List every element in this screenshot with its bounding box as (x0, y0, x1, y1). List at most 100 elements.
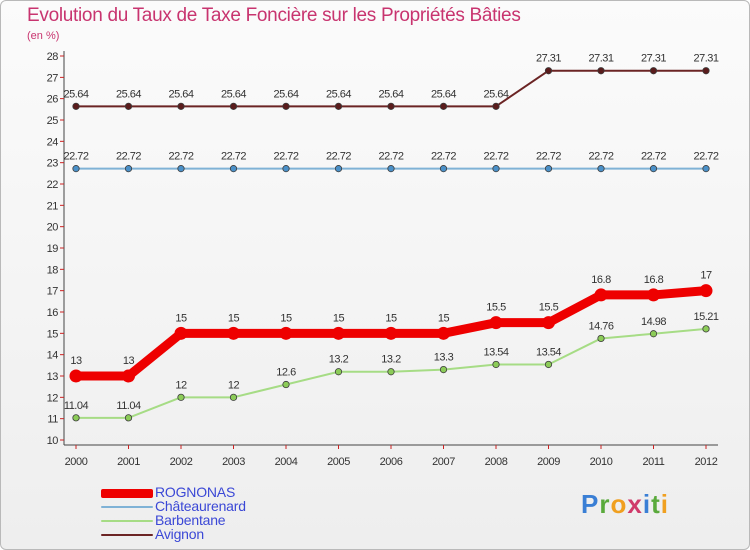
point-avignon (387, 102, 395, 110)
point-avignon (124, 102, 133, 110)
y-tick-label: 16 (47, 307, 59, 319)
data-label-rognonas: 15 (385, 312, 397, 324)
point-chateaurenard (544, 165, 553, 173)
data-label-chateaurenard: 22.72 (116, 151, 141, 163)
data-label-barbentane: 13.3 (434, 352, 454, 364)
point-barbentane (334, 368, 343, 376)
point-chateaurenard (282, 165, 290, 173)
data-label-rognonas: 15.5 (539, 302, 559, 314)
data-label-barbentane: 14.76 (588, 320, 613, 332)
data-label-chateaurenard: 22.72 (641, 151, 666, 163)
legend-label: Barbentane (155, 512, 226, 528)
point-barbentane (72, 414, 80, 422)
y-tick-label: 21 (47, 200, 59, 212)
point-rognonas (227, 326, 240, 340)
legend-label: Châteaurenard (155, 498, 246, 514)
point-avignon (334, 102, 343, 110)
y-tick-label: 28 (47, 51, 59, 63)
point-chateaurenard (229, 165, 238, 173)
point-rognonas (647, 288, 660, 302)
x-tick-label: 2003 (222, 456, 245, 468)
data-label-chateaurenard: 22.72 (326, 151, 351, 163)
data-label-chateaurenard: 22.72 (483, 151, 508, 163)
point-avignon (702, 67, 710, 75)
legend-swatch (101, 506, 153, 508)
logo-letter: t (651, 489, 661, 519)
x-tick-label: 2010 (590, 456, 613, 468)
point-avignon (439, 102, 448, 110)
point-rognonas (332, 326, 345, 340)
point-barbentane (649, 330, 658, 338)
point-barbentane (597, 334, 605, 343)
point-chateaurenard (597, 165, 605, 173)
x-tick-label: 2004 (275, 456, 298, 468)
data-label-avignon: 25.64 (221, 88, 246, 100)
data-label-barbentane: 13.54 (536, 346, 561, 358)
point-avignon (72, 102, 80, 110)
point-rognonas (699, 284, 713, 298)
point-rognonas (122, 369, 135, 383)
point-avignon (649, 67, 658, 75)
point-chateaurenard (439, 165, 448, 173)
point-barbentane (229, 393, 238, 401)
data-label-chateaurenard: 22.72 (273, 151, 298, 163)
data-label-barbentane: 12.6 (276, 367, 296, 379)
data-label-barbentane: 14.98 (641, 316, 666, 328)
point-barbentane (439, 365, 448, 374)
point-rognonas (437, 326, 450, 340)
legend-label: Avignon (155, 526, 204, 542)
x-tick-label: 2006 (380, 456, 403, 468)
y-tick-label: 19 (47, 243, 59, 255)
data-label-rognonas: 16.8 (644, 274, 664, 286)
proxiti-logo: Proxiti (581, 489, 669, 520)
point-rognonas (489, 316, 503, 330)
point-rognonas (542, 316, 555, 330)
point-barbentane (387, 368, 395, 376)
y-tick-label: 23 (47, 158, 59, 170)
data-label-barbentane: 11.04 (116, 400, 141, 412)
point-chateaurenard (492, 165, 500, 173)
x-tick-label: 2005 (327, 456, 350, 468)
y-tick-label: 10 (47, 435, 59, 447)
point-chateaurenard (649, 165, 658, 173)
point-rognonas (69, 369, 83, 383)
data-label-chateaurenard: 22.72 (63, 151, 88, 163)
data-label-rognonas: 13 (70, 355, 82, 367)
y-tick-label: 13 (47, 371, 59, 383)
data-label-barbentane: 13.2 (329, 354, 349, 366)
data-label-rognonas: 17 (700, 270, 712, 282)
y-tick-label: 25 (47, 115, 59, 127)
data-label-barbentane: 12 (175, 379, 187, 391)
y-tick-label: 26 (47, 94, 59, 106)
data-label-rognonas: 15 (438, 312, 450, 324)
x-tick-label: 2012 (695, 456, 718, 468)
logo-letter: r (599, 489, 611, 519)
point-avignon (229, 102, 238, 110)
y-tick-label: 18 (47, 264, 59, 276)
x-tick-label: 2008 (485, 456, 508, 468)
y-tick-label: 15 (47, 328, 59, 340)
point-chateaurenard (177, 165, 185, 173)
data-label-avignon: 25.64 (431, 88, 456, 100)
logo-letter: i (642, 489, 652, 519)
logo-letter: i (660, 489, 669, 519)
point-avignon (282, 102, 290, 110)
x-tick-label: 2009 (537, 456, 560, 468)
x-tick-label: 2007 (432, 456, 455, 468)
data-label-avignon: 25.64 (273, 88, 298, 100)
data-label-barbentane: 13.2 (381, 354, 401, 366)
data-label-chateaurenard: 22.72 (693, 151, 718, 163)
point-barbentane (177, 393, 185, 401)
y-tick-label: 14 (47, 350, 59, 362)
logo-letter: P (581, 489, 600, 519)
chart-subtitle: (en %) (27, 30, 60, 42)
point-chateaurenard (702, 165, 710, 173)
data-label-rognonas: 15.5 (486, 302, 506, 314)
legend-swatch (101, 520, 153, 522)
point-barbentane (702, 325, 710, 333)
point-chateaurenard (72, 165, 80, 173)
data-label-avignon: 27.31 (588, 53, 613, 65)
x-tick-label: 2001 (117, 456, 140, 468)
data-label-avignon: 25.64 (483, 88, 508, 100)
